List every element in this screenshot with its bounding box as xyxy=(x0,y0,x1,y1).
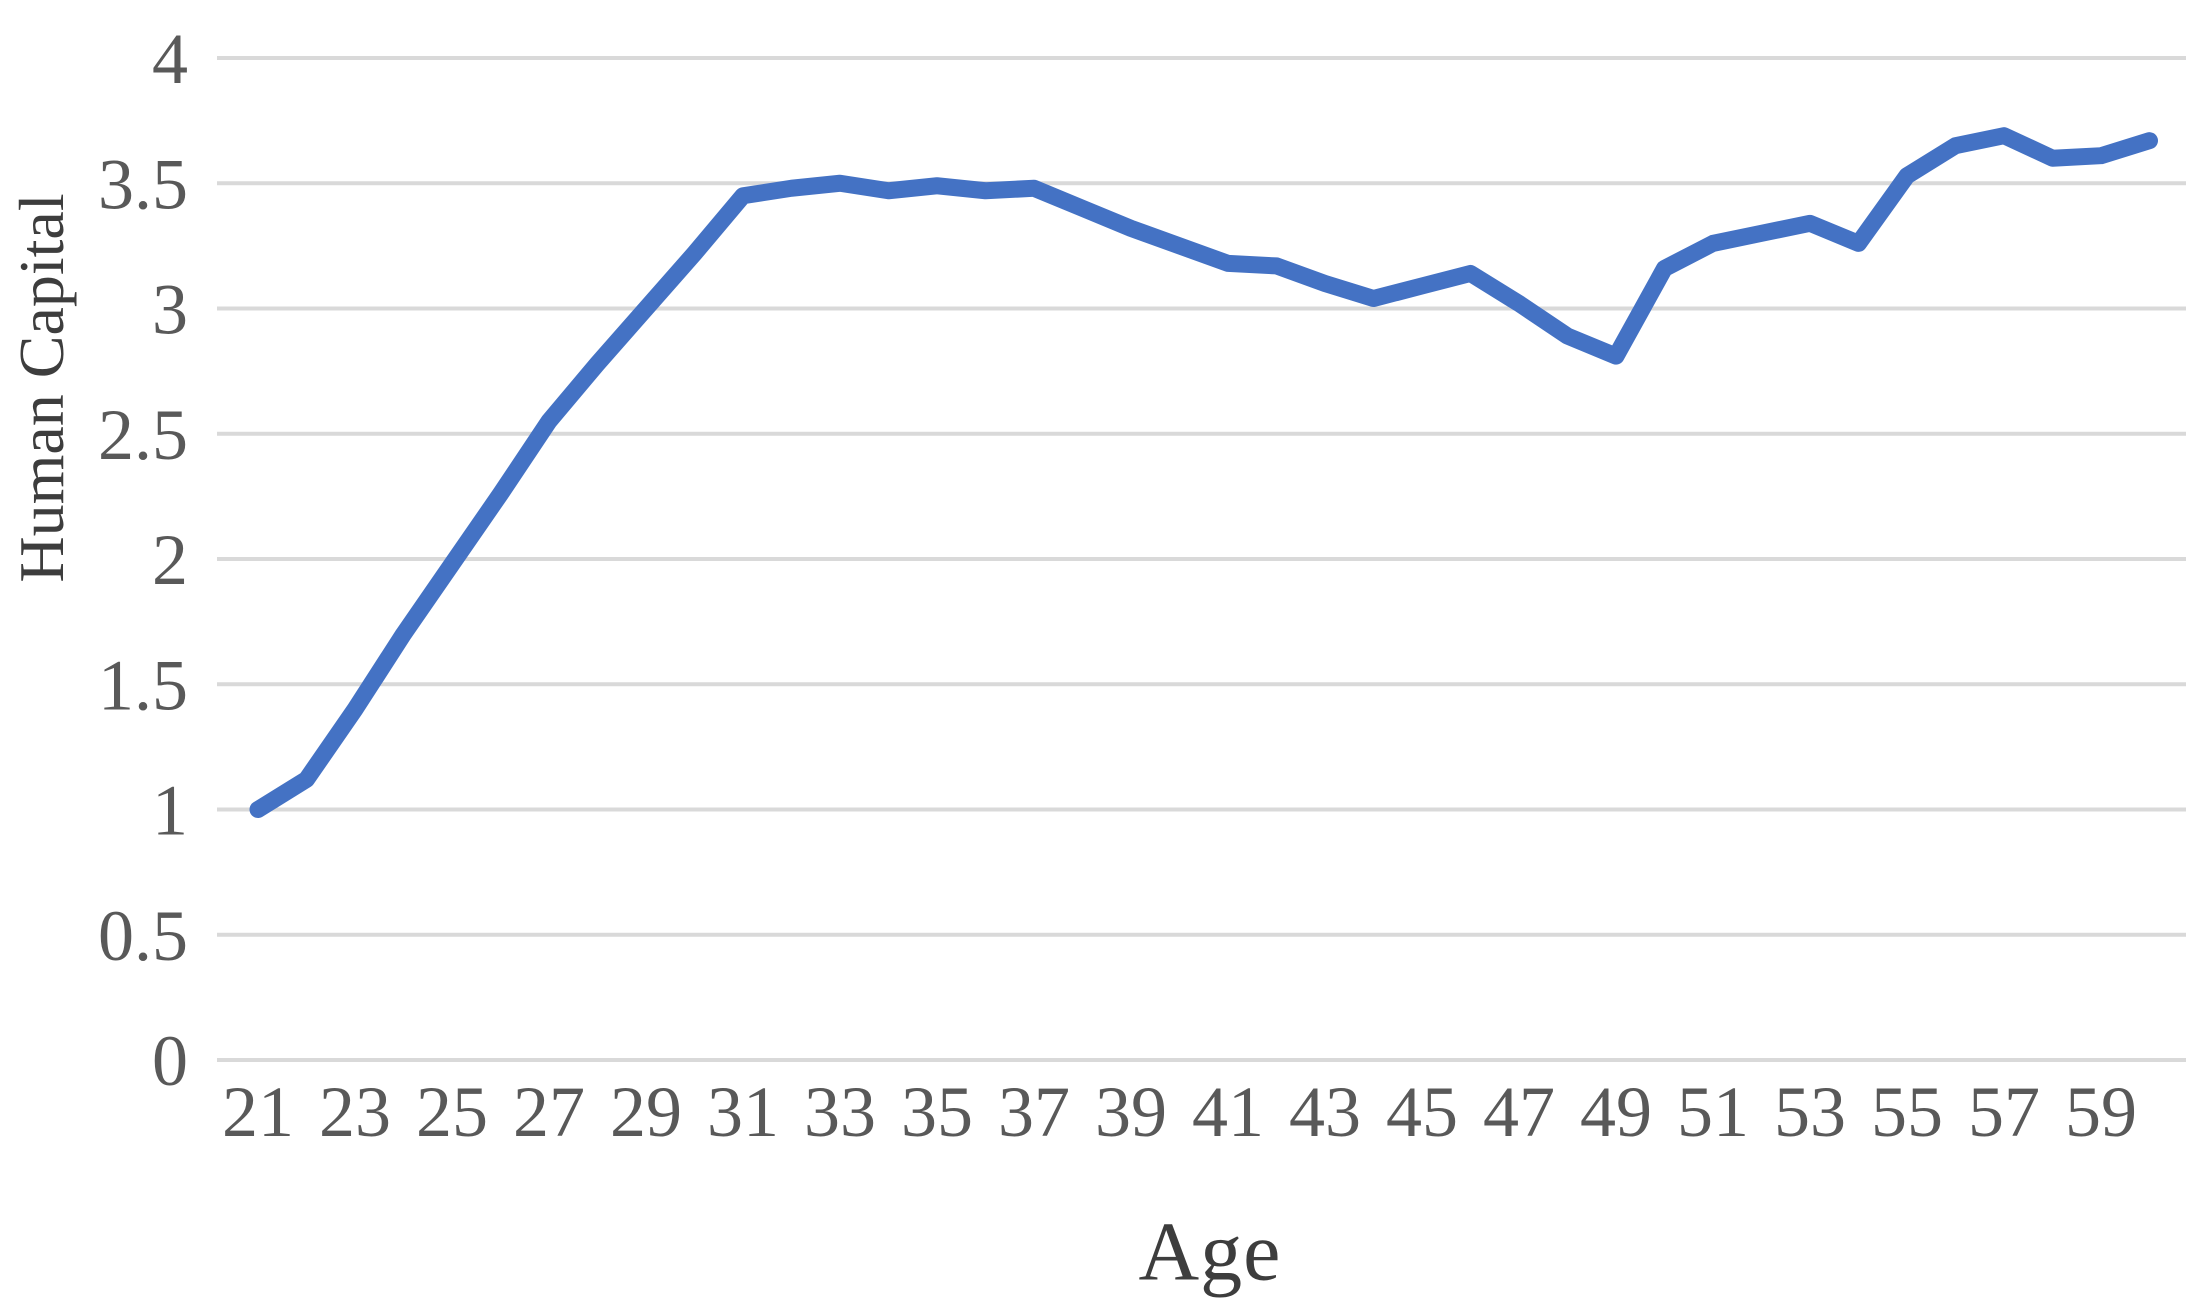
x-tick-label: 47 xyxy=(1483,1072,1555,1152)
x-tick-label: 25 xyxy=(416,1072,488,1152)
x-tick-label: 41 xyxy=(1192,1072,1264,1152)
y-tick-label: 3 xyxy=(152,270,188,350)
x-tick-label: 57 xyxy=(1968,1072,2040,1152)
y-tick-label: 0.5 xyxy=(98,896,188,976)
x-tick-label: 43 xyxy=(1289,1072,1361,1152)
y-tick-label: 1.5 xyxy=(98,645,188,725)
y-tick-label: 4 xyxy=(152,19,188,99)
y-axis-title: Human Capital xyxy=(6,193,77,583)
x-tick-label: 35 xyxy=(901,1072,973,1152)
x-tick-label: 51 xyxy=(1677,1072,1749,1152)
y-tick-label: 2.5 xyxy=(98,395,188,475)
x-axis-title: Age xyxy=(1138,1205,1282,1299)
x-tick-label: 53 xyxy=(1774,1072,1846,1152)
x-tick-label: 45 xyxy=(1386,1072,1458,1152)
x-tick-label: 23 xyxy=(319,1072,391,1152)
data-line-human-capital xyxy=(249,127,2158,818)
x-tick-label: 37 xyxy=(998,1072,1070,1152)
x-tick-label: 39 xyxy=(1095,1072,1167,1152)
y-tick-label: 1 xyxy=(152,771,188,851)
y-tick-label: 2 xyxy=(152,520,188,600)
x-tick-label: 21 xyxy=(222,1072,294,1152)
x-tick-label: 33 xyxy=(804,1072,876,1152)
x-tick-label: 29 xyxy=(610,1072,682,1152)
x-tick-label: 55 xyxy=(1871,1072,1943,1152)
x-tick-label: 59 xyxy=(2065,1072,2137,1152)
y-tick-label: 0 xyxy=(152,1021,188,1101)
x-tick-label: 27 xyxy=(513,1072,585,1152)
x-tick-label: 49 xyxy=(1580,1072,1652,1152)
y-tick-label: 3.5 xyxy=(98,144,188,224)
x-tick-label: 31 xyxy=(707,1072,779,1152)
